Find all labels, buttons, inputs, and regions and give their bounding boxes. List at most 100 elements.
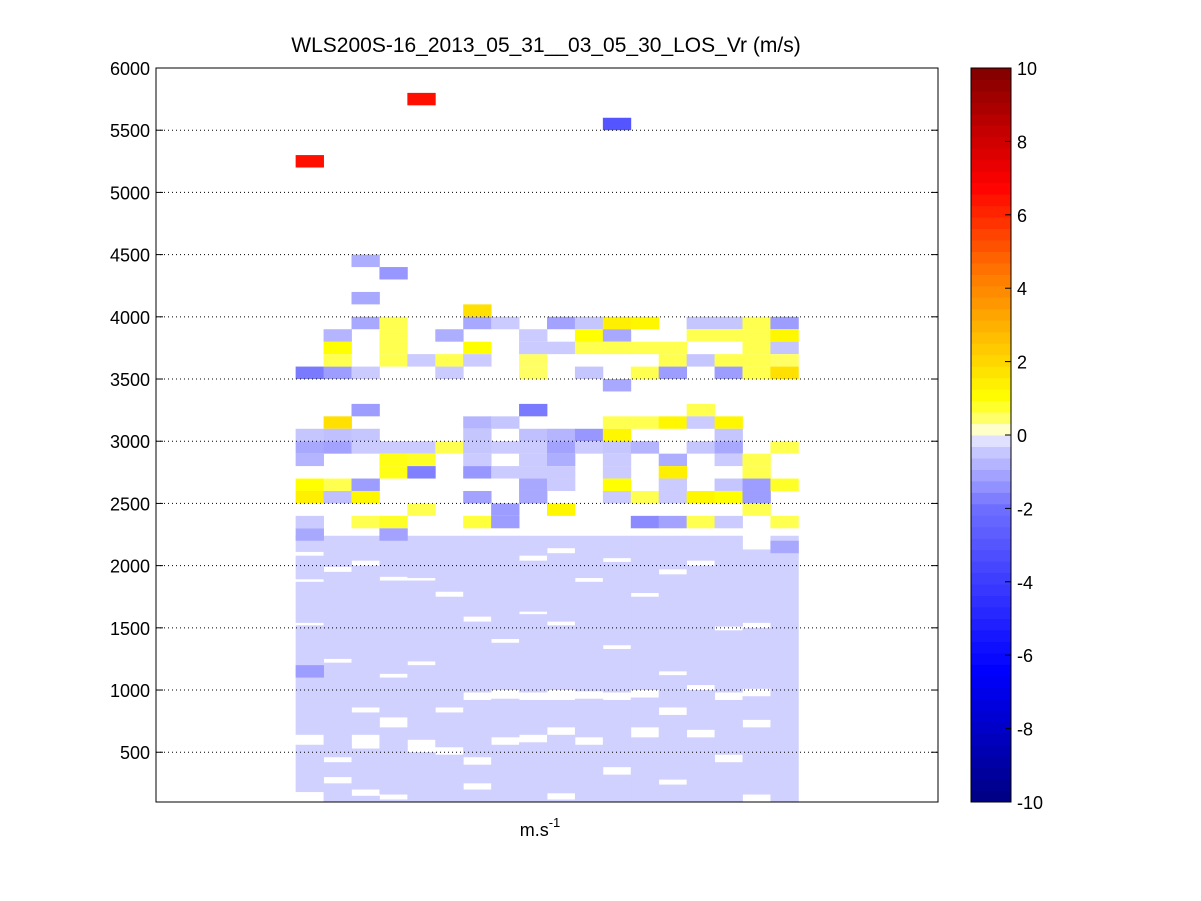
profile-segment — [519, 535, 548, 556]
heatmap-cell — [630, 316, 660, 330]
colorbar-band — [971, 480, 1011, 493]
colorbar-band — [971, 664, 1011, 677]
profile-segment — [351, 565, 380, 708]
x-axis-label: m.s-1 — [520, 815, 561, 840]
heatmap-cell — [463, 453, 492, 467]
heatmap-cell — [658, 515, 688, 529]
heatmap-cell — [547, 428, 576, 442]
heatmap-cell — [519, 403, 548, 417]
heatmap-cell — [714, 329, 743, 342]
y-tick-label: 3500 — [110, 370, 150, 390]
heatmap-cell — [658, 416, 688, 429]
profile-segment — [323, 662, 352, 758]
profile-segment — [574, 581, 604, 692]
heatmap-cell — [379, 267, 408, 280]
profile-segment — [602, 535, 632, 559]
heatmap-cell — [295, 453, 324, 467]
heatmap-cell — [491, 503, 520, 516]
heatmap-cell — [295, 155, 324, 168]
colorbar-band — [971, 744, 1011, 757]
colorbar-band — [971, 377, 1011, 390]
y-tick-label: 3000 — [110, 432, 150, 452]
heatmap-cell — [351, 316, 380, 330]
heatmap-cell — [295, 428, 324, 442]
colorbar-band — [971, 308, 1011, 321]
colorbar-band — [971, 492, 1011, 505]
profile-segment — [686, 565, 715, 686]
colorbar-band — [971, 136, 1011, 149]
profile-segment — [770, 535, 799, 802]
heatmap-cell — [602, 416, 632, 429]
heatmap-cell — [714, 354, 743, 367]
colorbar-band — [971, 343, 1011, 356]
colorbar-band — [971, 435, 1011, 447]
heatmap-cell — [351, 366, 380, 380]
colorbar-tick-label: 4 — [1017, 279, 1027, 299]
profile-segment — [742, 549, 771, 623]
heatmap-cell — [519, 453, 548, 467]
heatmap-cell — [686, 441, 715, 454]
heatmap-cell — [714, 316, 743, 330]
x-axis-label-exponent: -1 — [549, 815, 561, 830]
colorbar-band — [971, 572, 1011, 585]
heatmap-cell — [574, 341, 604, 355]
colorbar-band — [971, 721, 1011, 734]
profile-segment — [435, 535, 464, 592]
heatmap-cell — [519, 441, 548, 454]
heatmap-cell — [379, 515, 408, 529]
colorbar-band — [971, 148, 1011, 161]
heatmap-cell — [714, 478, 743, 491]
y-tick-label: 5000 — [110, 183, 150, 203]
heatmap-cell — [323, 354, 352, 367]
colorbar-band — [971, 113, 1011, 126]
y-tick-label: 500 — [120, 743, 150, 763]
profile-segment — [351, 712, 380, 735]
colorbar-band — [971, 389, 1011, 402]
colorbar-band — [971, 767, 1011, 780]
heatmap-cell — [519, 478, 548, 491]
heatmap-cell — [714, 515, 743, 529]
profile-segment — [379, 677, 408, 718]
heatmap-cell — [602, 428, 632, 442]
profile-segment — [295, 625, 324, 735]
profile-segment — [463, 789, 492, 802]
profile-segment — [435, 596, 464, 708]
colorbar-band — [971, 687, 1011, 700]
colorbar-tick-label: -6 — [1017, 646, 1033, 666]
profile-segment — [463, 764, 492, 784]
heatmap-cell — [742, 503, 771, 516]
heatmap-cell — [351, 403, 380, 417]
profile-segment — [295, 744, 324, 793]
heatmap-cell — [742, 453, 771, 467]
heatmap-cell — [574, 428, 604, 442]
colorbar-band — [971, 68, 1011, 80]
y-tick-label: 1000 — [110, 681, 150, 701]
colorbar-tick-label: 6 — [1017, 206, 1027, 226]
profile-segment — [658, 714, 688, 780]
heatmap-cell — [714, 366, 743, 380]
heatmap-cell — [519, 329, 548, 342]
heatmap-cell — [574, 329, 604, 342]
heatmap-cell — [547, 441, 576, 454]
profile-segment — [742, 696, 771, 720]
profile-segment — [547, 535, 576, 549]
profile-segment — [574, 535, 604, 579]
heatmap-cell — [602, 478, 632, 491]
colorbar-band — [971, 733, 1011, 746]
colorbar-tick-label: -10 — [1017, 793, 1043, 813]
heatmap-cell — [630, 341, 660, 355]
profile-segment — [547, 734, 576, 794]
colorbar-band — [971, 262, 1011, 275]
heatmap-cell — [519, 354, 548, 367]
heatmap-cell — [742, 316, 771, 330]
heatmap-cell — [351, 254, 380, 268]
heatmap-cell — [407, 466, 436, 479]
heatmap-cell — [463, 341, 492, 355]
heatmap-cell — [547, 453, 576, 467]
profile-segment — [379, 727, 408, 795]
colorbar-band — [971, 125, 1011, 138]
heatmap-cell — [407, 441, 436, 454]
colorbar-band — [971, 400, 1011, 413]
heatmap-cell — [435, 366, 464, 380]
